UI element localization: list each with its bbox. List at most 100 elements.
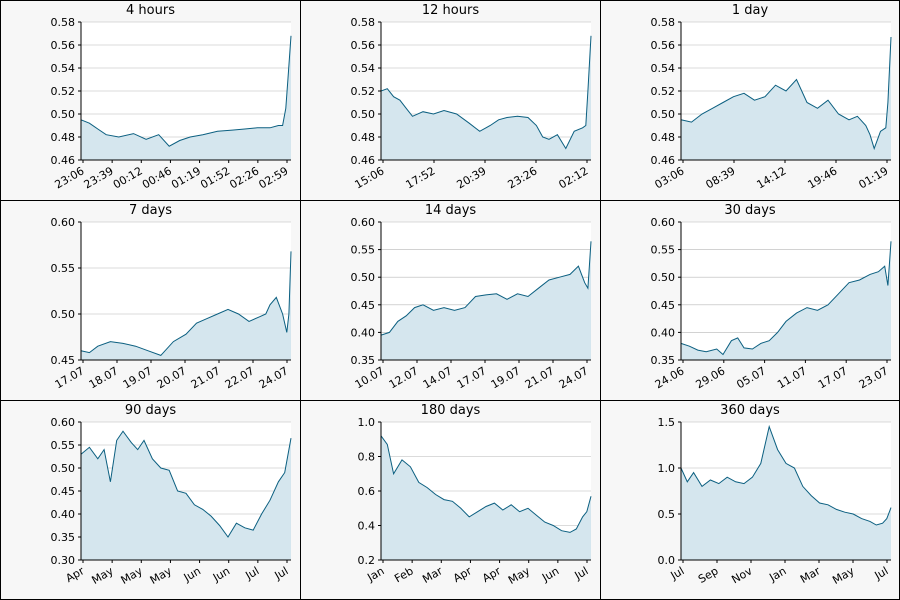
x-tick-label: 20:39: [455, 164, 489, 191]
y-tick-label: 0.60: [651, 216, 676, 229]
y-tick-label: 0.60: [351, 216, 376, 229]
chart-title: 12 hours: [421, 3, 480, 18]
chart-title: 180 days: [420, 403, 481, 418]
chart-svg: 0.46 0.48 0.50 0.52 0.54 0.56 0.58 15:06 17:52 20…: [351, 16, 592, 191]
x-tick-label: 05.07: [734, 364, 768, 391]
y-tick-label: 0.48: [51, 131, 76, 144]
y-tick-label: 0.4: [358, 520, 376, 533]
x-tick-label: Jul: [242, 564, 261, 582]
x-tick-label: Mar: [420, 564, 445, 586]
y-tick-label: 0.48: [651, 131, 676, 144]
x-tick-label: 00:12: [111, 164, 145, 191]
chart-panel: 14 days 0.35 0.40 0.45 0.50 0.55 0.60 10.07 12.0…: [300, 200, 601, 401]
series-line: [380, 241, 592, 336]
y-tick-label: 1.0: [358, 416, 376, 429]
x-tick-label: 22.07: [223, 364, 257, 391]
y-tick-label: 0.35: [351, 354, 376, 367]
x-tick-label: Mar: [798, 564, 823, 586]
y-tick-label: 0.56: [651, 39, 676, 52]
y-tick-label: 0.35: [51, 531, 76, 544]
y-tick-label: 0.50: [351, 271, 376, 284]
x-tick-label: 10.07: [353, 364, 387, 391]
chart-panel: 30 days 0.35 0.40 0.45 0.50 0.55 0.60 24.06 29.0…: [600, 200, 900, 401]
x-tick-label: 19.07: [121, 364, 155, 391]
y-tick-label: 0.55: [351, 244, 376, 257]
series-area: [681, 426, 891, 560]
series-line: [680, 36, 892, 151]
x-tick-label: 08:39: [704, 164, 738, 191]
x-tick-label: May: [89, 564, 116, 587]
x-tick-label: 24.07: [557, 364, 591, 391]
x-tick-label: 23:06: [53, 164, 87, 191]
x-tick-label: Sep: [696, 564, 720, 586]
x-tick-label: 23:39: [82, 164, 116, 191]
series-line: [680, 424, 892, 526]
chart-panel: 7 days 0.45 0.50 0.55 0.60 17.07 18.07 19.07 20.…: [0, 200, 301, 401]
x-tick-label: 18.07: [87, 364, 121, 391]
x-tick-label: Apr: [480, 564, 503, 585]
x-tick-label: 29.06: [694, 364, 728, 391]
chart-title: 14 days: [424, 203, 477, 218]
x-tick-label: 03:06: [653, 164, 687, 191]
y-tick-label: 0.55: [51, 262, 76, 275]
x-tick-label: 21.07: [189, 364, 223, 391]
series-area: [681, 37, 891, 160]
x-tick-label: Jun: [181, 564, 203, 584]
chart-svg: 0.35 0.40 0.45 0.50 0.55 0.60 24.06 29.06 05.07 1…: [651, 216, 892, 391]
y-tick-label: 0.30: [51, 554, 76, 567]
y-tick-label: 0.54: [51, 62, 76, 75]
y-tick-label: 1.5: [658, 416, 676, 429]
y-tick-label: 0.54: [651, 62, 676, 75]
series-area: [81, 35, 291, 160]
x-tick-label: 02:26: [227, 164, 261, 191]
series-area: [381, 435, 591, 560]
chart-title: 7 days: [128, 203, 173, 218]
x-tick-label: Jan: [364, 564, 386, 584]
y-tick-label: 0.50: [651, 108, 676, 121]
series-area: [381, 35, 591, 160]
chart-panel: 1 day 0.46 0.48 0.50 0.52 0.54 0.56 0.58 03:06 08…: [600, 0, 900, 201]
chart-panel: 180 days 0.2 0.4 0.6 0.8 1.0 Jan Feb Mar Apr Apr Ma…: [300, 400, 601, 600]
y-tick-label: 0.56: [51, 39, 76, 52]
series-line: [80, 430, 292, 538]
series-area: [81, 431, 291, 560]
series-line: [380, 435, 592, 533]
x-tick-label: 00:46: [140, 164, 174, 191]
x-tick-label: 02:59: [257, 164, 291, 191]
x-tick-label: 19:46: [806, 164, 840, 191]
x-tick-label: 14:12: [755, 164, 789, 191]
x-tick-label: 12.07: [387, 364, 421, 391]
y-tick-label: 0.58: [351, 16, 376, 29]
series-line: [680, 241, 892, 356]
y-tick-label: 0.35: [651, 354, 676, 367]
chart-svg: 0.460.480.500.520.540.560.5823:0623:3900…: [51, 16, 292, 191]
x-tick-label: 01:19: [169, 164, 203, 191]
y-tick-label: 0.50: [51, 108, 76, 121]
y-tick-label: 0.60: [51, 416, 76, 429]
y-tick-label: 0.6: [358, 485, 376, 498]
x-tick-label: 01:52: [198, 164, 232, 191]
y-tick-label: 0.50: [351, 108, 376, 121]
x-tick-label: 23:26: [506, 164, 540, 191]
x-tick-label: Jun: [539, 564, 561, 584]
y-tick-label: 0.45: [651, 299, 676, 312]
y-tick-label: 0.55: [51, 439, 76, 452]
y-tick-label: 0.5: [658, 508, 676, 521]
x-tick-label: 17.07: [816, 364, 850, 391]
y-tick-label: 0.45: [51, 354, 76, 367]
y-tick-label: 0.55: [651, 244, 676, 257]
x-tick-label: 19.07: [489, 364, 523, 391]
y-tick-label: 0.8: [358, 451, 376, 464]
series-area: [381, 241, 591, 360]
y-tick-label: 0.45: [51, 485, 76, 498]
x-tick-label: 11.07: [775, 364, 809, 391]
series-area: [681, 241, 891, 360]
x-tick-label: Nov: [729, 564, 755, 586]
x-tick-label: 23.07: [857, 364, 891, 391]
y-tick-label: 0.58: [51, 16, 76, 29]
y-tick-label: 0.40: [651, 326, 676, 339]
